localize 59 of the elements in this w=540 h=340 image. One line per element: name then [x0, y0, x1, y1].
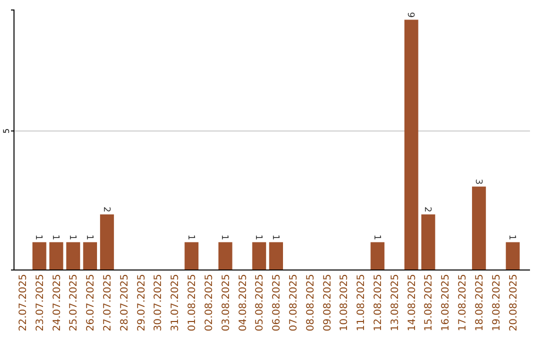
data-label: 1: [253, 234, 264, 240]
x-tick-label: 08.08.2025: [305, 274, 316, 332]
x-tick-label: 03.08.2025: [220, 274, 232, 332]
data-label: 3: [472, 178, 483, 185]
bar: [184, 242, 198, 270]
data-label: 2: [422, 206, 432, 212]
x-tick-label: 17.08.2025: [458, 274, 469, 332]
bar: [269, 242, 283, 270]
x-tick-label: 20.08.2025: [508, 274, 520, 332]
x-tick-label: 26.07.2025: [86, 274, 97, 332]
bar: [32, 242, 46, 270]
x-tick-label: 09.08.2025: [322, 274, 334, 332]
bar: [472, 186, 486, 270]
data-label: 1: [33, 234, 44, 240]
data-label: 1: [371, 234, 382, 240]
x-tick-label: 28.07.2025: [119, 274, 130, 332]
data-label: 1: [84, 234, 94, 240]
x-tick-label: 22.07.2025: [18, 274, 29, 332]
bar: [100, 214, 114, 270]
x-tick-label: 06.08.2025: [272, 274, 283, 332]
x-tick-label: 10.08.2025: [339, 274, 350, 332]
x-tick-label: 12.08.2025: [373, 274, 384, 332]
bar: [49, 242, 64, 270]
x-tick-label: 01.08.2025: [187, 274, 198, 332]
x-tick-label: 29.07.2025: [136, 274, 148, 332]
x-tick-label: 27.07.2025: [102, 274, 114, 332]
x-tick-label: 16.08.2025: [440, 274, 452, 332]
x-tick-label: 05.08.2025: [254, 274, 266, 332]
x-tick-label: 04.08.2025: [238, 274, 249, 332]
data-label: 2: [100, 206, 111, 212]
x-tick-label: 25.07.2025: [68, 274, 80, 332]
bar: [83, 242, 98, 270]
x-tick-label: 24.07.2025: [52, 274, 63, 332]
bar: [218, 242, 232, 270]
x-tick-label: 30.07.2025: [153, 274, 164, 332]
x-tick-label: 07.08.2025: [288, 274, 300, 332]
bar: [506, 242, 520, 270]
x-tick-label: 23.07.2025: [34, 274, 46, 332]
data-label: 1: [185, 234, 196, 240]
bar: [421, 214, 436, 270]
data-label: 1: [219, 234, 230, 240]
data-label: 1: [50, 234, 60, 240]
x-tick-label: 19.08.2025: [491, 274, 502, 332]
x-tick-label: 14.08.2025: [406, 274, 418, 332]
bar: [404, 20, 418, 270]
x-tick-label: 18.08.2025: [474, 274, 486, 332]
data-label: 1: [506, 234, 517, 240]
x-tick-label: 13.08.2025: [390, 274, 401, 332]
x-tick-label: 31.07.2025: [170, 274, 182, 332]
x-tick-label: 02.08.2025: [204, 274, 215, 332]
data-label: 9: [405, 12, 416, 18]
x-tick-label: 15.08.2025: [424, 274, 435, 332]
bar: [66, 242, 80, 270]
bar: [252, 242, 266, 270]
y-tick-label: 5: [2, 128, 11, 134]
x-tick-label: 11.08.2025: [356, 274, 368, 332]
bar: [370, 242, 384, 270]
data-label: 1: [67, 234, 78, 240]
data-label: 1: [270, 234, 280, 240]
